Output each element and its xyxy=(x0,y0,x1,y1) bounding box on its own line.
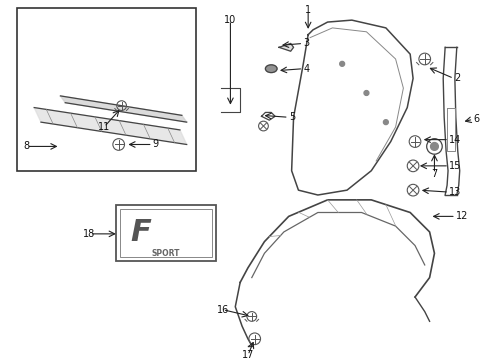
Text: 6: 6 xyxy=(473,114,479,124)
Text: SPORT: SPORT xyxy=(151,249,180,258)
Circle shape xyxy=(384,120,388,125)
Ellipse shape xyxy=(266,65,277,73)
Text: 3: 3 xyxy=(303,39,309,49)
Text: 5: 5 xyxy=(289,112,295,122)
Text: 18: 18 xyxy=(83,229,96,239)
Bar xyxy=(17,9,196,171)
Text: 4: 4 xyxy=(303,64,309,74)
Circle shape xyxy=(340,62,344,66)
Polygon shape xyxy=(279,44,294,51)
Polygon shape xyxy=(34,108,187,144)
Polygon shape xyxy=(60,96,187,122)
Text: 10: 10 xyxy=(224,15,237,25)
Text: 14: 14 xyxy=(449,135,461,145)
Text: 15: 15 xyxy=(449,161,462,171)
Bar xyxy=(120,208,212,257)
Text: 9: 9 xyxy=(153,139,159,149)
Text: 8: 8 xyxy=(24,141,29,152)
Text: 12: 12 xyxy=(456,211,468,221)
Text: 16: 16 xyxy=(217,305,229,315)
Text: 17: 17 xyxy=(242,350,254,360)
Text: 13: 13 xyxy=(449,187,461,197)
Text: 7: 7 xyxy=(431,168,438,179)
Text: 2: 2 xyxy=(454,73,460,84)
Text: F: F xyxy=(130,219,151,247)
Circle shape xyxy=(364,91,369,95)
Text: 11: 11 xyxy=(98,122,110,132)
Circle shape xyxy=(431,143,439,150)
Bar xyxy=(116,205,216,261)
Text: 1: 1 xyxy=(305,5,311,15)
